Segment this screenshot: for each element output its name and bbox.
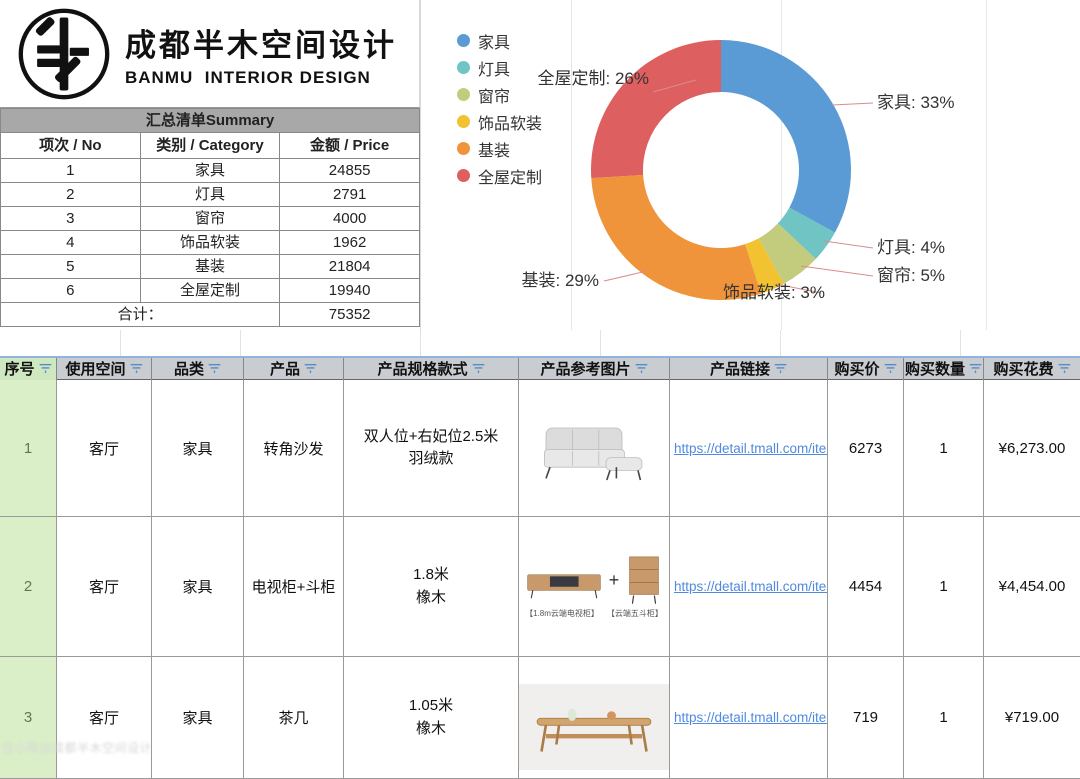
svg-text:家具: 33%: 家具: 33% xyxy=(877,93,954,112)
svg-text:窗帘: 5%: 窗帘: 5% xyxy=(877,266,945,285)
svg-text:基装: 29%: 基装: 29% xyxy=(522,271,599,290)
svg-text:饰品软装: 3%: 饰品软装: 3% xyxy=(723,283,825,302)
svg-text:灯具: 4%: 灯具: 4% xyxy=(877,238,945,257)
svg-text:全屋定制: 26%: 全屋定制: 26% xyxy=(538,69,649,88)
